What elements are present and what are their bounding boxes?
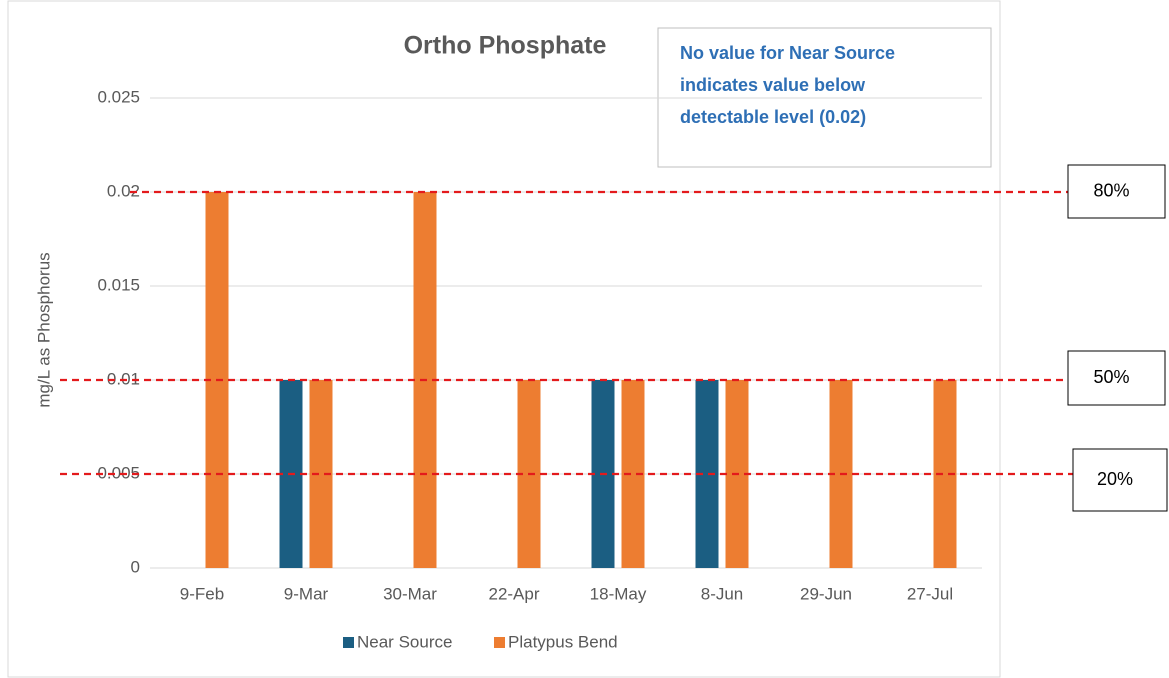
reference-box bbox=[1067, 164, 1166, 219]
bar bbox=[621, 380, 645, 568]
reference-box bbox=[1067, 350, 1166, 406]
y-tick-label: 0.015 bbox=[97, 275, 140, 294]
reference-box bbox=[1072, 448, 1168, 512]
y-tick-label: 0.02 bbox=[107, 181, 140, 200]
legend-label: Platypus Bend bbox=[508, 632, 618, 651]
reference-label: 80% bbox=[1093, 180, 1129, 200]
x-tick-label: 9-Mar bbox=[284, 584, 329, 603]
x-tick-label: 22-Apr bbox=[488, 584, 539, 603]
y-tick-label: 0.005 bbox=[97, 463, 140, 482]
reference-label: 50% bbox=[1093, 367, 1129, 387]
x-tick-label: 30-Mar bbox=[383, 584, 437, 603]
y-axis-title: mg/L as Phosphorus bbox=[34, 252, 53, 407]
x-tick-label: 18-May bbox=[590, 584, 647, 603]
y-tick-label: 0 bbox=[131, 557, 140, 576]
note-line: indicates value below bbox=[680, 75, 866, 95]
y-tick-label: 0.025 bbox=[97, 87, 140, 106]
bar bbox=[933, 380, 957, 568]
legend-swatch bbox=[494, 637, 505, 648]
reference-label: 20% bbox=[1097, 469, 1133, 489]
bar bbox=[309, 380, 333, 568]
bar bbox=[695, 380, 719, 568]
note-line: detectable level (0.02) bbox=[680, 107, 866, 127]
legend-swatch bbox=[343, 637, 354, 648]
chart-title: Ortho Phosphate bbox=[404, 32, 607, 60]
x-tick-label: 29-Jun bbox=[800, 584, 852, 603]
legend-label: Near Source bbox=[357, 632, 452, 651]
note-line: No value for Near Source bbox=[680, 43, 895, 63]
x-tick-label: 8-Jun bbox=[701, 584, 744, 603]
x-tick-label: 9-Feb bbox=[180, 584, 224, 603]
x-tick-label: 27-Jul bbox=[907, 584, 953, 603]
